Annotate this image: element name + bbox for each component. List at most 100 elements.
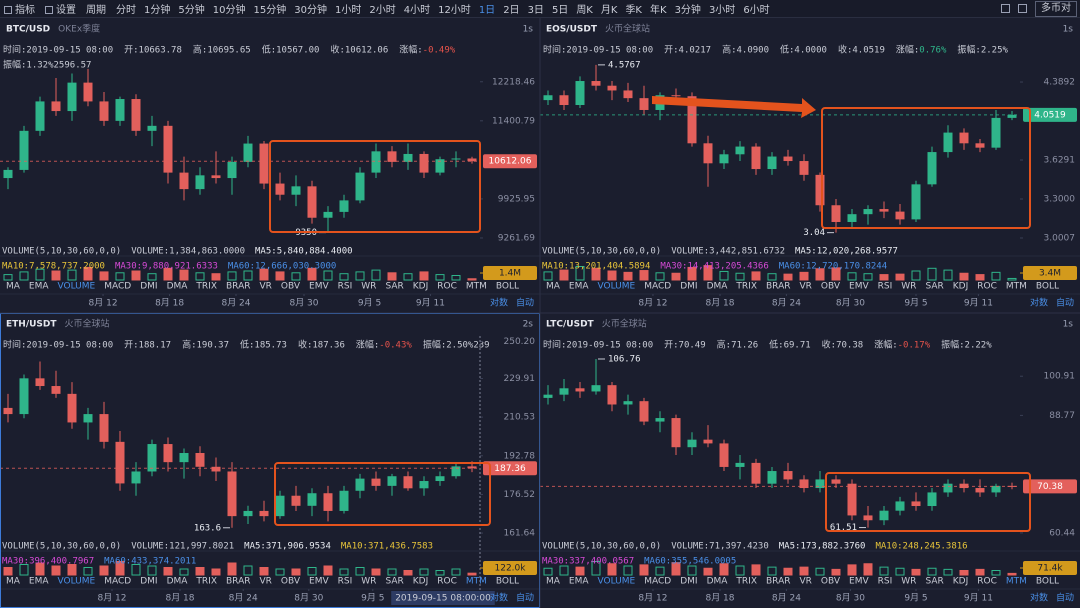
period-button[interactable]: 年K — [650, 5, 667, 16]
period-button[interactable]: 6小时 — [743, 5, 770, 16]
tool-button[interactable]: 指标 — [4, 1, 35, 16]
indicator-tab[interactable]: EMA — [569, 577, 589, 587]
indicator-tab[interactable]: SAR — [925, 577, 943, 587]
indicator-tab[interactable]: BOLL — [1036, 282, 1059, 292]
indicator-tab[interactable]: ROC — [977, 282, 997, 292]
indicator-tab[interactable]: MACD — [104, 282, 131, 292]
indicator-tab[interactable]: DMI — [140, 282, 157, 292]
indicator-tab[interactable]: MACD — [644, 577, 671, 587]
indicator-tab[interactable]: BOLL — [496, 282, 519, 292]
layout-icon[interactable] — [1018, 4, 1027, 13]
indicator-tab[interactable]: OBV — [821, 282, 841, 292]
indicator-tab[interactable]: WR — [361, 282, 376, 292]
indicator-tab[interactable]: KDJ — [413, 282, 429, 292]
period-button[interactable]: 2小时 — [369, 5, 396, 16]
indicator-tab[interactable]: OBV — [281, 282, 301, 292]
indicator-tab[interactable]: VOLUME — [58, 282, 96, 292]
period-button[interactable]: 3分钟 — [674, 5, 701, 16]
indicator-tab[interactable]: BRAR — [226, 577, 250, 587]
period-button[interactable]: 2日 — [503, 5, 520, 16]
indicator-tab[interactable]: MACD — [104, 577, 131, 587]
period-button[interactable]: 10分钟 — [212, 5, 246, 16]
indicator-tab[interactable]: KDJ — [413, 577, 429, 587]
indicator-tab[interactable]: MTM — [1006, 282, 1027, 292]
indicator-tab[interactable]: MA — [546, 577, 561, 587]
indicator-tab[interactable]: VR — [799, 577, 811, 587]
tool-button[interactable]: 设置 — [45, 1, 76, 16]
indicator-tab[interactable]: EMA — [569, 282, 589, 292]
indicator-tab[interactable]: DMA — [167, 577, 189, 587]
period-button[interactable]: 5日 — [551, 5, 569, 16]
indicator-tab[interactable]: BOLL — [1036, 577, 1059, 587]
indicator-tab[interactable]: ROC — [437, 282, 457, 292]
indicator-tab[interactable]: OBV — [821, 577, 841, 587]
indicator-tab[interactable]: MA — [546, 282, 561, 292]
period-button[interactable]: 1小时 — [334, 5, 362, 16]
period-button[interactable]: 4小时 — [403, 5, 431, 16]
indicator-tab[interactable]: WR — [901, 577, 916, 587]
indicator-tab[interactable]: DMI — [140, 577, 157, 587]
indicator-tab[interactable]: RSI — [338, 577, 353, 587]
indicator-tab[interactable]: DMA — [167, 282, 189, 292]
indicator-tab[interactable]: VOLUME — [598, 577, 636, 587]
indicator-tab[interactable]: EMV — [309, 577, 329, 587]
indicator-tab[interactable]: RSI — [338, 282, 353, 292]
period-button[interactable]: 3日 — [527, 5, 544, 16]
indicator-tab[interactable]: BRAR — [766, 282, 790, 292]
scale-button[interactable]: 自动 — [1056, 592, 1074, 604]
indicator-tab[interactable]: VOLUME — [598, 282, 636, 292]
period-button[interactable]: 3小时 — [708, 5, 736, 16]
indicator-tab[interactable]: TRIX — [195, 577, 217, 587]
scale-button[interactable]: 自动 — [1056, 297, 1074, 309]
indicator-tab[interactable]: EMV — [849, 577, 869, 587]
period-button[interactable]: 分时 — [116, 5, 136, 16]
indicator-tab[interactable]: OBV — [281, 577, 301, 587]
indicator-tab[interactable]: BRAR — [766, 577, 790, 587]
indicator-tab[interactable]: DMA — [707, 282, 729, 292]
indicator-tab[interactable]: EMA — [29, 282, 49, 292]
scale-button[interactable]: 自动 — [516, 297, 534, 309]
indicator-tab[interactable]: MA — [6, 282, 21, 292]
scale-button[interactable]: 对数 — [1030, 592, 1048, 604]
indicator-tab[interactable]: ROC — [437, 577, 457, 587]
indicator-tab[interactable]: RSI — [878, 282, 893, 292]
indicator-tab[interactable]: DMI — [680, 282, 697, 292]
period-button[interactable]: 1分钟 — [144, 5, 171, 16]
indicator-tab[interactable]: KDJ — [953, 282, 969, 292]
scale-button[interactable]: 对数 — [1030, 297, 1048, 309]
indicator-tab[interactable]: KDJ — [953, 577, 969, 587]
indicator-tab[interactable]: VOLUME — [58, 577, 96, 587]
indicator-tab[interactable]: SAR — [385, 577, 403, 587]
period-button[interactable]: 季K — [625, 5, 642, 16]
period-button[interactable]: 15分钟 — [253, 5, 287, 16]
layout-icon[interactable] — [1001, 4, 1010, 13]
indicator-tab[interactable]: BRAR — [226, 282, 250, 292]
indicator-tab[interactable]: EMA — [29, 577, 49, 587]
indicator-tab[interactable]: EMV — [309, 282, 329, 292]
indicator-tab[interactable]: MA — [6, 577, 21, 587]
indicator-tab[interactable]: EMV — [849, 282, 869, 292]
period-button[interactable]: 5分钟 — [178, 5, 205, 16]
indicator-tab[interactable]: WR — [901, 282, 916, 292]
scale-button[interactable]: 自动 — [516, 592, 534, 604]
indicator-tab[interactable]: TRIX — [195, 282, 217, 292]
scale-button[interactable]: 对数 — [490, 297, 508, 309]
indicator-tab[interactable]: MTM — [466, 282, 487, 292]
indicator-tab[interactable]: SAR — [925, 282, 943, 292]
indicator-tab[interactable]: RSI — [878, 577, 893, 587]
period-button[interactable]: 1日 — [478, 5, 496, 16]
indicator-tab[interactable]: VR — [259, 282, 271, 292]
indicator-tab[interactable]: TRIX — [735, 282, 757, 292]
indicator-tab[interactable]: MTM — [1006, 577, 1027, 587]
indicator-tab[interactable]: MACD — [644, 282, 671, 292]
indicator-tab[interactable]: ROC — [977, 577, 997, 587]
indicator-tab[interactable]: DMI — [680, 577, 697, 587]
indicator-tab[interactable]: TRIX — [735, 577, 757, 587]
indicator-tab[interactable]: SAR — [385, 282, 403, 292]
indicator-tab[interactable]: BOLL — [496, 577, 519, 587]
scale-button[interactable]: 对数 — [490, 592, 508, 604]
indicator-tab[interactable]: DMA — [707, 577, 729, 587]
indicator-tab[interactable]: VR — [259, 577, 271, 587]
period-button[interactable]: 12小时 — [438, 5, 471, 16]
indicator-tab[interactable]: MTM — [466, 577, 487, 587]
